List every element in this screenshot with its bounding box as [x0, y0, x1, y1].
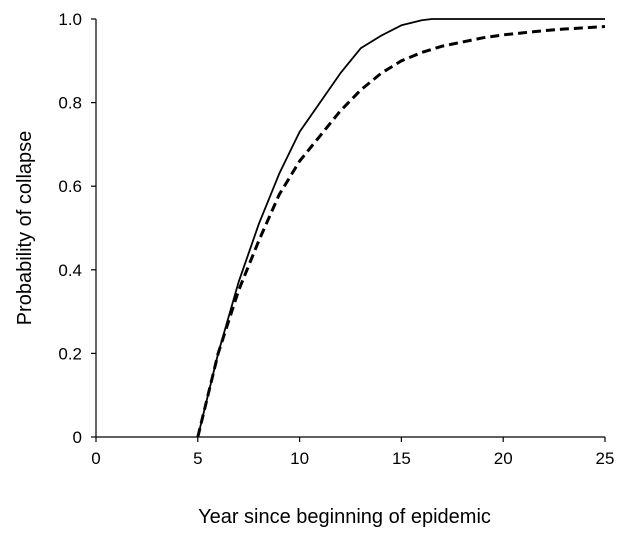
y-tick-label: 0.2 — [58, 344, 82, 363]
x-tick-label: 15 — [392, 449, 411, 468]
y-tick-label: 0.8 — [58, 94, 82, 113]
x-tick-label: 25 — [596, 449, 615, 468]
solid-series-line — [196, 18, 605, 438]
axis-labels: 0 0.2 0.4 0.6 0.8 1.0 0 5 10 15 20 25 Year since beg… — [14, 10, 614, 528]
x-axis-title: Year since beginning of epidemic — [198, 506, 491, 528]
y-tick-label: 0 — [73, 428, 82, 447]
dashed-series-line — [196, 25, 606, 438]
x-tick-label: 0 — [91, 449, 100, 468]
y-tick-label: 1.0 — [58, 10, 82, 29]
series-layer — [196, 18, 606, 438]
y-tick-label: 0.6 — [58, 177, 82, 196]
y-axis-title: Probability of collapse — [14, 131, 36, 326]
y-tick-label: 0.4 — [58, 261, 82, 280]
x-tick-label: 20 — [494, 449, 513, 468]
axes — [91, 18, 606, 442]
x-tick-label: 5 — [193, 449, 202, 468]
x-tick-label: 10 — [290, 449, 309, 468]
